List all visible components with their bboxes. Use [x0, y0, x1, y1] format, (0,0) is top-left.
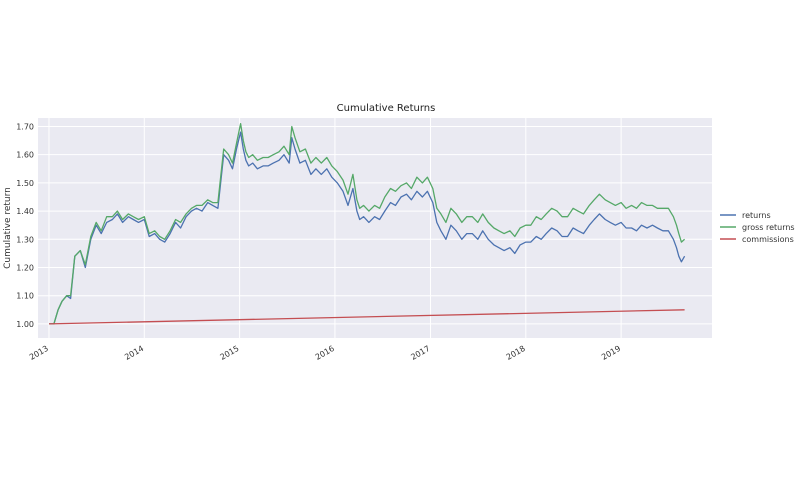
- x-tick-label: 2019: [600, 344, 622, 362]
- y-tick-label: 1.70: [16, 122, 34, 131]
- x-tick-label: 2013: [28, 344, 50, 362]
- series-line-returns: [49, 131, 686, 325]
- y-tick-label: 1.00: [16, 320, 34, 329]
- x-tick-label: 2015: [218, 344, 240, 362]
- legend-label: returns: [742, 211, 771, 220]
- chart-title: Cumulative Returns: [337, 103, 436, 114]
- y-tick-label: 1.50: [16, 179, 34, 188]
- x-tick-label: 2017: [409, 344, 431, 362]
- y-axis-label: Cumulative return: [3, 187, 13, 269]
- plot-area: [38, 118, 712, 338]
- x-tick-label: 2016: [314, 344, 336, 362]
- series-line-commissions: [48, 309, 685, 325]
- y-tick-label: 1.30: [16, 235, 34, 244]
- x-tick-label: 2014: [123, 344, 145, 362]
- x-tick-label: 2018: [505, 344, 527, 362]
- series-line-gross-returns: [49, 122, 686, 325]
- y-tick-label: 1.60: [16, 151, 34, 160]
- series-lines: [48, 122, 686, 325]
- x-axis-ticks: 2013 2014 2015 2016 2017 2018 2019: [28, 344, 622, 362]
- legend-label: gross returns: [742, 223, 795, 232]
- y-axis-ticks: 1.00 1.10 1.20 1.30 1.40 1.50 1.60 1.70: [16, 122, 34, 328]
- grid-lines: [38, 118, 712, 338]
- y-tick-label: 1.40: [16, 207, 34, 216]
- legend: returns gross returns commissions: [720, 211, 795, 244]
- y-tick-label: 1.10: [16, 292, 34, 301]
- legend-label: commissions: [742, 235, 794, 244]
- y-tick-label: 1.20: [16, 263, 34, 272]
